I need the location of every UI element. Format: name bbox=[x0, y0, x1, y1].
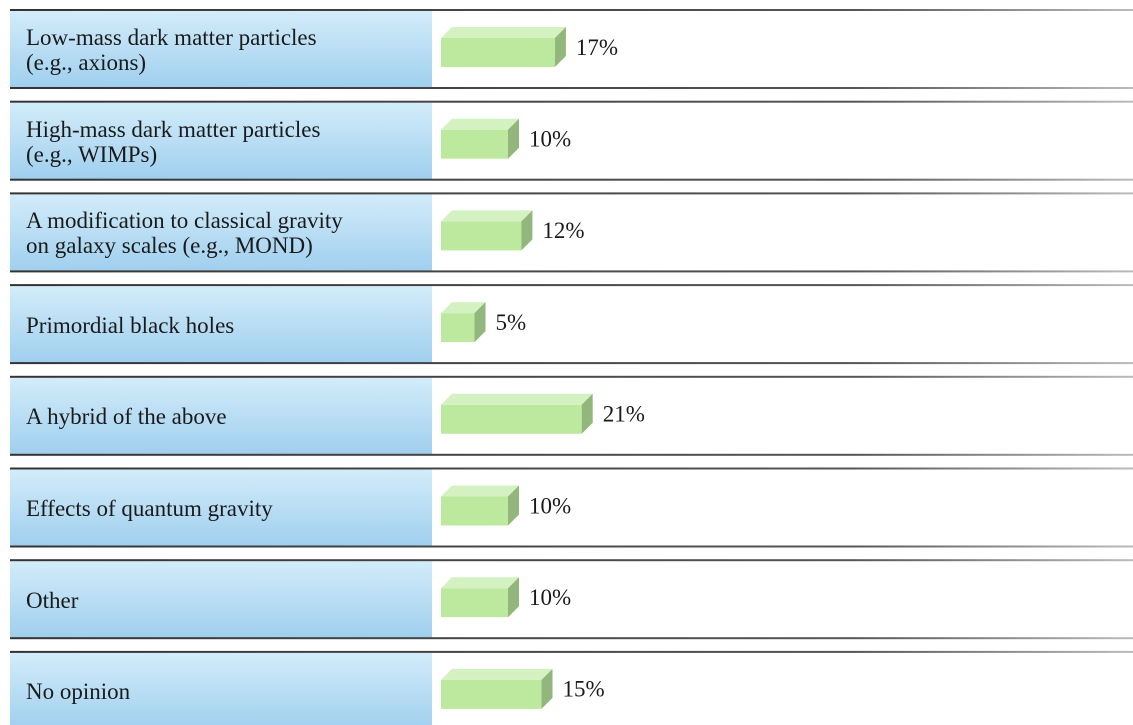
bar bbox=[441, 313, 475, 343]
bar bbox=[441, 221, 522, 251]
row-rule-bottom bbox=[10, 270, 1133, 273]
row-rule-bottom bbox=[10, 545, 1133, 548]
category-label: High-mass dark matter particles (e.g., W… bbox=[26, 116, 321, 167]
label-panel bbox=[10, 469, 432, 547]
value-label: 10% bbox=[529, 126, 571, 151]
bar-top bbox=[441, 210, 533, 222]
bar bbox=[441, 404, 582, 434]
label-panel bbox=[10, 102, 432, 180]
row-rule-bottom bbox=[10, 178, 1133, 181]
row-rule-top bbox=[10, 100, 1133, 103]
bar-top bbox=[441, 577, 519, 589]
value-label: 15% bbox=[563, 677, 605, 702]
label-panel bbox=[10, 561, 432, 639]
bar-top bbox=[441, 668, 553, 680]
label-panel bbox=[10, 377, 432, 455]
value-label: 21% bbox=[603, 402, 645, 427]
bar-side bbox=[521, 210, 533, 251]
bar bbox=[441, 496, 508, 526]
label-panel bbox=[10, 652, 432, 725]
row-rule-top bbox=[10, 192, 1133, 195]
row-rule-bottom bbox=[10, 87, 1133, 89]
bar-side bbox=[474, 302, 486, 343]
bar bbox=[441, 679, 542, 709]
bar-top bbox=[441, 393, 593, 405]
category-label: Low-mass dark matter particles (e.g., ax… bbox=[26, 25, 317, 75]
category-label: A modification to classical gravity on g… bbox=[26, 208, 343, 259]
value-label: 10% bbox=[529, 585, 571, 610]
value-label: 5% bbox=[496, 310, 527, 335]
bar-top bbox=[441, 485, 519, 497]
row-rule-bottom bbox=[10, 453, 1133, 456]
category-label: Effects of quantum gravity bbox=[26, 496, 273, 521]
bar-top bbox=[441, 302, 486, 314]
bar bbox=[441, 129, 508, 159]
value-label: 17% bbox=[576, 35, 618, 60]
row-rule-bottom bbox=[10, 637, 1133, 640]
label-panel bbox=[10, 286, 432, 364]
category-label: Other bbox=[26, 587, 79, 613]
value-label: 12% bbox=[542, 218, 584, 243]
bar bbox=[441, 588, 508, 618]
bar-side bbox=[508, 485, 519, 526]
value-label: 10% bbox=[529, 493, 571, 518]
bar-side bbox=[541, 668, 553, 709]
row-rule-top bbox=[10, 284, 1133, 287]
row-rule-bottom bbox=[10, 362, 1133, 365]
row-rule-top bbox=[10, 559, 1133, 562]
row-rule-top bbox=[10, 650, 1133, 653]
category-label: Primordial black holes bbox=[26, 312, 235, 338]
category-label: No opinion bbox=[26, 679, 131, 705]
label-panel bbox=[10, 11, 432, 88]
row-rule-top bbox=[10, 9, 1133, 11]
category-label: A hybrid of the above bbox=[26, 404, 227, 430]
bar-top bbox=[441, 27, 566, 38]
label-panel bbox=[10, 194, 432, 272]
row-rule-top bbox=[10, 375, 1133, 378]
row-rule-top bbox=[10, 467, 1133, 470]
bar-side bbox=[554, 27, 566, 67]
bar-side bbox=[508, 118, 519, 159]
bar-top bbox=[441, 118, 519, 130]
bar bbox=[441, 38, 555, 67]
bar-side bbox=[581, 393, 593, 434]
bar-side bbox=[508, 577, 519, 618]
